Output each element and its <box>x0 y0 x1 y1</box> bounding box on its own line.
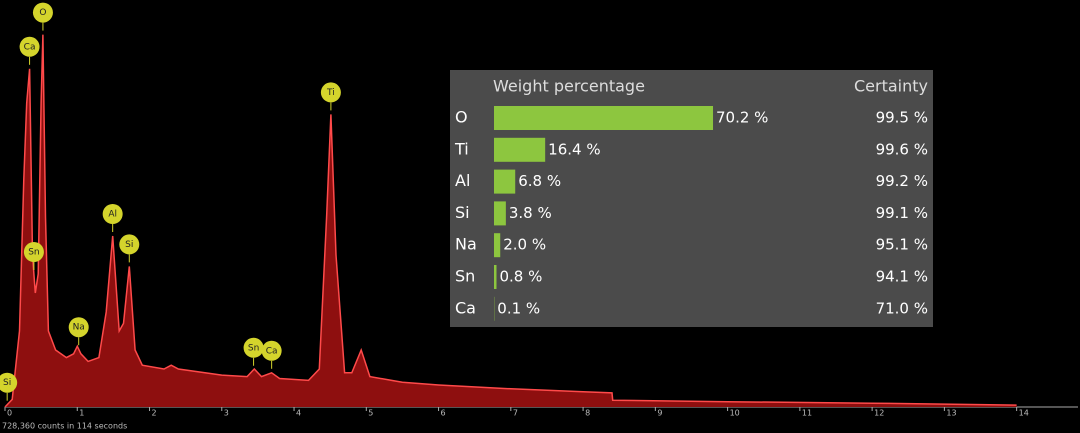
peak-marker <box>23 242 44 262</box>
element-label: O <box>455 108 468 127</box>
x-tick-label: 6 <box>441 409 446 418</box>
x-tick-label: 5 <box>368 409 373 418</box>
certainty-label: 71.0 % <box>876 299 928 317</box>
element-label: Si <box>455 203 470 222</box>
peak-marker <box>119 234 140 255</box>
peak-marker <box>261 340 282 361</box>
certainty-label: 99.2 % <box>876 172 928 190</box>
element-label: Al <box>455 171 470 190</box>
element-label: Na <box>455 235 477 254</box>
peak-label: Si <box>3 378 11 388</box>
value-label: 16.4 % <box>548 140 600 158</box>
peak-label: Ca <box>266 346 278 356</box>
bar <box>494 265 497 289</box>
bar <box>494 201 506 226</box>
peak-label: Sn <box>248 343 259 353</box>
spectrum-line <box>4 34 1017 408</box>
certainty-label: 94.1 % <box>876 268 928 286</box>
certainty-label: 99.1 % <box>876 204 928 222</box>
element-label: Ti <box>454 139 469 158</box>
x-tick-label: 11 <box>802 409 812 418</box>
x-tick-label: 10 <box>730 409 740 418</box>
certainty-title: Certainty <box>854 77 928 96</box>
note: 728,360 counts in 114 seconds <box>2 422 127 431</box>
x-tick-label: 7 <box>513 409 518 418</box>
peak-marker <box>0 372 18 393</box>
bar <box>494 169 516 194</box>
bar <box>494 233 501 258</box>
peak-marker <box>320 82 341 103</box>
x-tick-label: 1 <box>79 409 84 418</box>
peak-label: Si <box>125 240 133 250</box>
x-tick-label: 4 <box>296 409 301 418</box>
x-tick-label: 14 <box>1019 409 1029 418</box>
value-label: 0.1 % <box>497 299 540 317</box>
value-label: 6.8 % <box>518 172 561 190</box>
peak-marker <box>102 204 123 224</box>
certainty-label: 95.1 % <box>876 236 928 254</box>
peak-label: Sn <box>28 248 39 258</box>
x-tick-label: 2 <box>152 409 157 418</box>
certainty-label: 99.5 % <box>876 109 928 127</box>
table-title: Weight percentage <box>493 77 645 96</box>
peak-label: O <box>39 8 46 18</box>
x-tick-label: 12 <box>874 409 884 418</box>
bar <box>494 106 714 130</box>
value-label: 0.8 % <box>499 268 542 286</box>
value-label: 3.8 % <box>509 204 552 222</box>
x-tick-label: 13 <box>946 409 956 418</box>
x-tick-label: 3 <box>224 409 229 418</box>
peak-label: Al <box>108 210 117 220</box>
peak-label: Na <box>73 323 85 333</box>
peak-marker <box>32 2 53 23</box>
x-tick-label: 8 <box>585 409 590 418</box>
peak-marker <box>68 317 89 338</box>
spectrum-area <box>5 34 1017 407</box>
x-tick-label: 0 <box>7 409 12 418</box>
value-label: 70.2 % <box>716 109 768 127</box>
value-label: 2.0 % <box>503 236 546 254</box>
bar <box>494 137 546 162</box>
certainty-label: 99.6 % <box>876 140 928 158</box>
peak-label: Ca <box>24 42 36 52</box>
element-label: Sn <box>455 267 475 286</box>
peak-marker <box>243 337 264 358</box>
peak-marker <box>19 36 40 57</box>
x-tick-label: 9 <box>657 409 662 418</box>
peak-label: Ti <box>326 88 335 98</box>
element-label: Ca <box>455 298 476 317</box>
